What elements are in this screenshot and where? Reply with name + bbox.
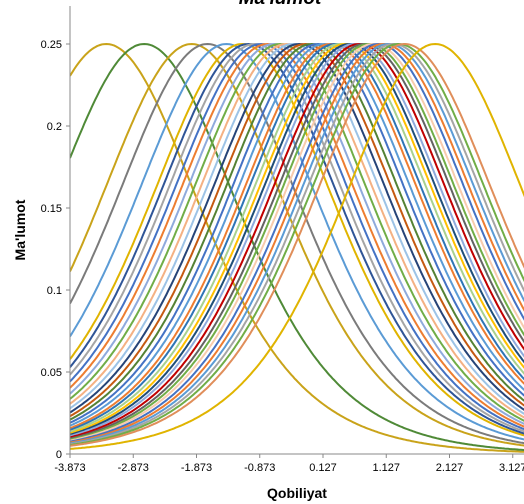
chart-title: Ma'lumot [239, 0, 322, 9]
y-tick-label: 0.2 [47, 121, 62, 133]
series-line-2 [70, 42, 524, 452]
series-line-26 [70, 42, 524, 439]
series-line-34 [70, 43, 524, 446]
y-tick-label: 0.1 [47, 285, 62, 297]
series-line-29 [70, 43, 524, 442]
x-ticks: -3.873 -2.873 -1.873 -0.873 0.127 1.127 2.127 3… [54, 454, 524, 474]
series-line-25 [70, 43, 524, 438]
curves-layer [70, 42, 524, 453]
series-line-23 [70, 43, 524, 435]
x-tick-label: -0.873 [244, 462, 275, 474]
series-line-24 [70, 42, 524, 436]
series-line-22 [70, 42, 524, 433]
series-line-15 [70, 42, 524, 414]
series-line-33 [70, 43, 524, 446]
y-axis-title: Ma'lumot [12, 199, 28, 260]
series-line-30 [70, 42, 524, 443]
series-line-36 [70, 42, 524, 450]
y-tick-label: 0.25 [41, 39, 62, 51]
x-tick-label: 1.127 [372, 462, 400, 474]
series-line-4 [70, 42, 524, 445]
series-line-8 [70, 42, 524, 433]
series-line-31 [70, 43, 524, 444]
x-tick-label: 2.127 [436, 462, 464, 474]
series-line-3 [70, 42, 524, 447]
series-line-21 [70, 43, 524, 431]
y-tick-label: 0.05 [41, 367, 62, 379]
y-tick-label: 0 [56, 449, 62, 461]
series-line-28 [70, 42, 524, 441]
series-line-19 [70, 42, 524, 427]
series-line-32 [70, 43, 524, 445]
series-line-1 [70, 42, 524, 453]
series-line-9 [70, 42, 524, 431]
series-line-12 [70, 42, 524, 422]
series-line-5 [70, 42, 524, 441]
x-tick-label: -1.873 [181, 462, 212, 474]
y-ticks: 0 0.05 0.1 0.15 0.2 0.25 [41, 39, 70, 461]
x-tick-label: 0.127 [309, 462, 337, 474]
y-tick-label: 0.15 [41, 203, 62, 215]
x-axis-title: Qobiliyat [267, 485, 327, 501]
series-line-35 [70, 43, 524, 447]
series-line-27 [70, 43, 524, 440]
x-tick-label: 3.127 [499, 462, 524, 474]
x-tick-label: -3.873 [54, 462, 85, 474]
series-line-20 [70, 42, 524, 430]
x-tick-label: -2.873 [118, 462, 149, 474]
